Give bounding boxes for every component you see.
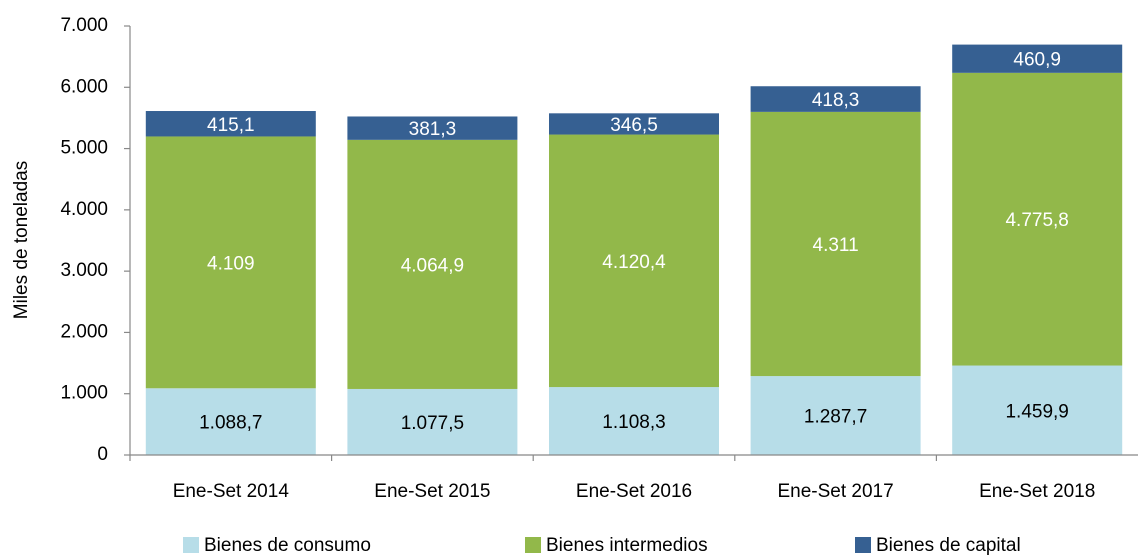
value-label: 4.109 — [207, 253, 255, 274]
bar-segment — [549, 113, 719, 135]
x-tick-label: Ene-Set 2017 — [777, 481, 893, 502]
value-label: 460,9 — [1013, 50, 1061, 71]
bar-segment — [347, 139, 518, 389]
legend-label: Bienes de consumo — [204, 535, 371, 555]
y-tick-label: 3.000 — [60, 260, 108, 281]
bar-segment — [952, 72, 1123, 366]
value-label: 1.459,9 — [1005, 401, 1068, 422]
bar-segment — [347, 116, 518, 140]
bar-segment — [145, 388, 316, 455]
value-label: 1.287,7 — [804, 407, 867, 428]
y-tick-label: 5.000 — [60, 138, 108, 159]
legend-swatch — [525, 537, 541, 553]
y-tick-label: 0 — [97, 444, 108, 465]
value-label: 1.077,5 — [401, 413, 464, 434]
y-tick-label: 7.000 — [60, 15, 108, 36]
y-axis-label: Miles de toneladas — [11, 161, 32, 319]
bar-segment — [750, 86, 921, 112]
value-label: 4.775,8 — [1005, 210, 1068, 231]
x-tick-label: Ene-Set 2016 — [576, 481, 692, 502]
y-tick-label: 4.000 — [60, 199, 108, 220]
legend-swatch — [183, 537, 199, 553]
bar-segment — [145, 136, 316, 389]
value-label: 1.088,7 — [199, 413, 262, 434]
legend-label: Bienes de capital — [876, 535, 1021, 555]
y-tick-label: 1.000 — [60, 383, 108, 404]
x-tick-label: Ene-Set 2018 — [979, 481, 1095, 502]
value-label: 346,5 — [610, 115, 658, 136]
value-label: 418,3 — [812, 90, 860, 111]
bar-segment — [750, 376, 921, 455]
y-tick-label: 6.000 — [60, 76, 108, 97]
legend-label: Bienes intermedios — [546, 535, 708, 555]
value-label: 4.311 — [813, 235, 859, 256]
bar-segment — [347, 388, 518, 455]
value-label: 4.064,9 — [401, 255, 464, 276]
bar-segment — [952, 365, 1123, 455]
bar-segment — [952, 44, 1123, 73]
value-label: 1.108,3 — [602, 412, 665, 433]
value-label: 4.120,4 — [602, 252, 666, 273]
bar-segment — [145, 111, 316, 137]
bar-segment — [549, 134, 719, 388]
bar-segment — [750, 111, 921, 377]
x-tick-label: Ene-Set 2015 — [374, 481, 490, 502]
value-label: 381,3 — [409, 119, 457, 140]
legend-swatch — [855, 537, 871, 553]
x-tick-label: Ene-Set 2014 — [173, 481, 290, 502]
value-label: 415,1 — [207, 115, 255, 136]
bar-segment — [549, 387, 719, 455]
y-tick-label: 2.000 — [60, 321, 108, 342]
